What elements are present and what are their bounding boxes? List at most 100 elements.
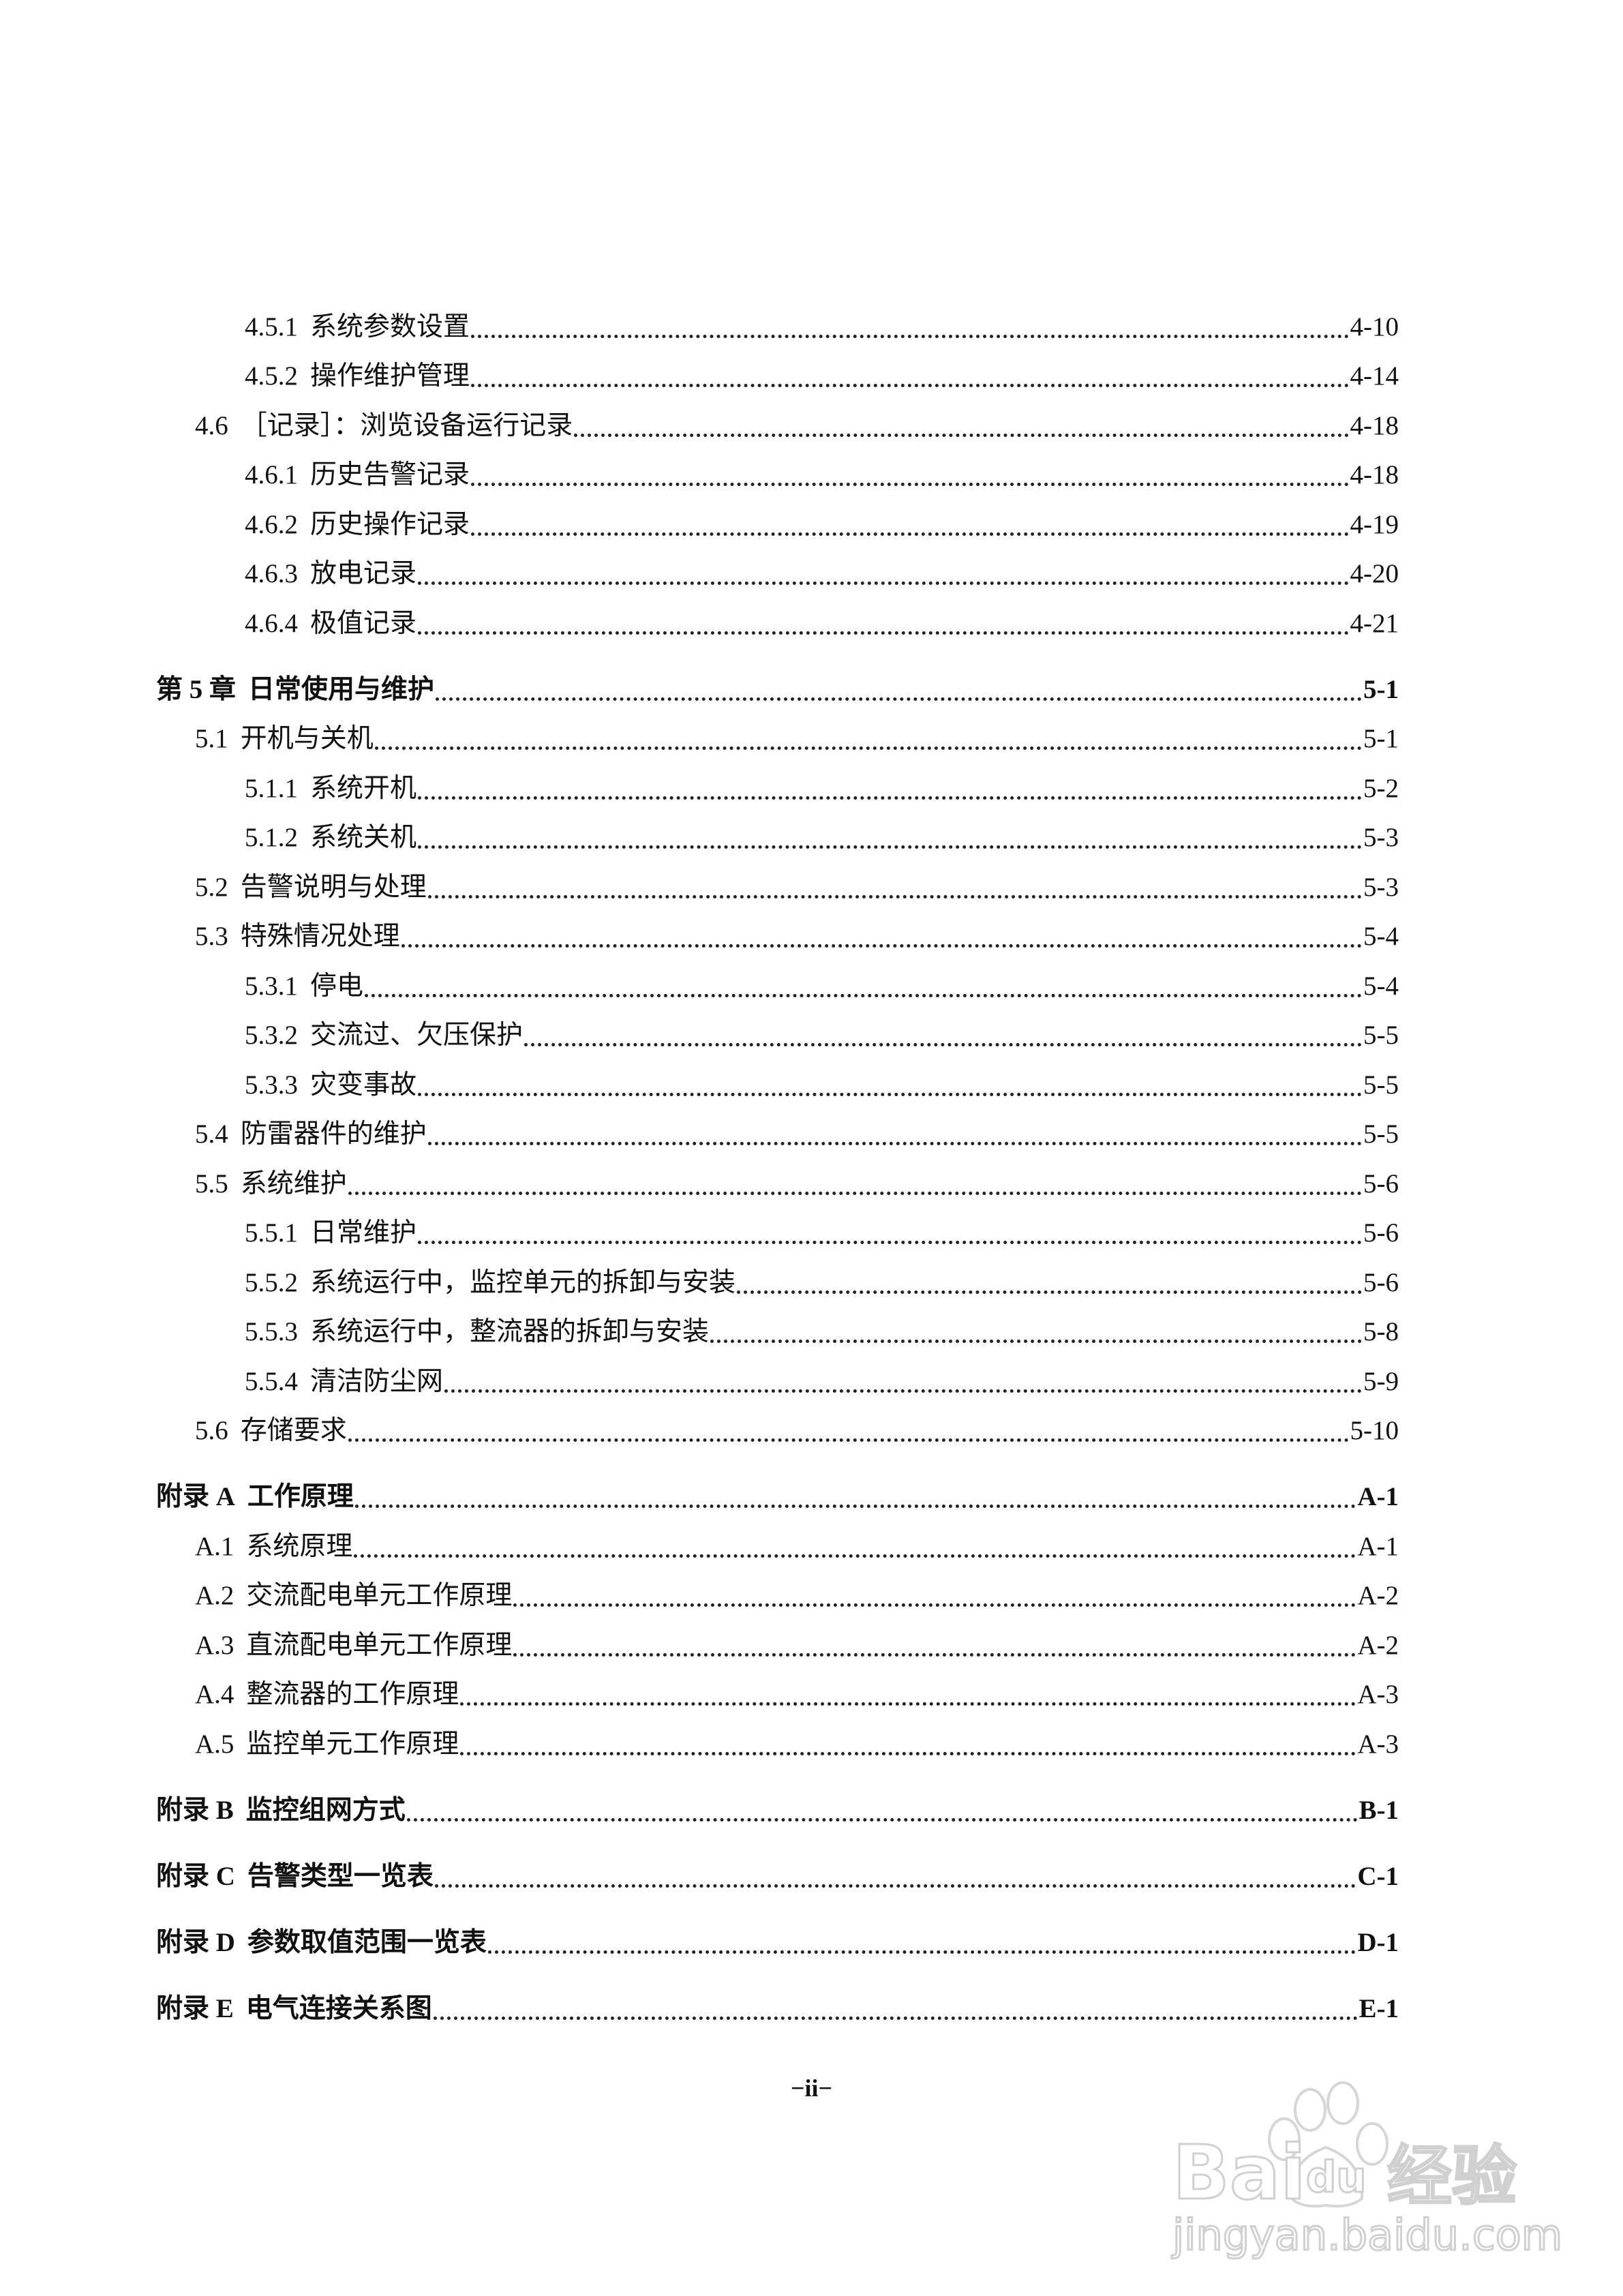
toc-entry-page: 4-18 [1350,460,1399,489]
toc-entry-title: 参数取值范围一览表 [247,1927,487,1957]
toc-entry-title: 系统运行中，监控单元的拆卸与安装 [310,1267,736,1297]
toc-entry-page: 4-18 [1350,410,1399,440]
toc-entry-number: A.4 [195,1680,234,1709]
toc-entry-page: 5-5 [1363,1119,1399,1149]
toc-entry-number: A.2 [195,1581,234,1610]
toc-entry-number: 4.5.2 [245,361,298,391]
toc-entry-number: 附录 E [156,1993,234,2023]
toc-entry[interactable]: 4.6.4 极值记录 4-21 [156,596,1399,646]
toc-entry-number: 附录 D [156,1927,235,1957]
toc-entry-number: 5.5.2 [245,1267,298,1297]
toc-entry[interactable]: 4.5.1 系统参数设置 4-10 [156,300,1399,350]
dot-leader [471,384,1349,387]
toc-entry[interactable]: 4.6.1 历史告警记录 4-18 [156,449,1399,498]
toc-entry-title: 系统参数设置 [310,312,470,342]
toc-entry[interactable]: A.2 交流配电单元工作原理 A-2 [156,1569,1399,1619]
toc-entry[interactable]: 5.2 告警说明与处理 5-3 [156,860,1399,910]
toc-entry[interactable]: 附录 A 工作原理 A-1 [156,1470,1399,1520]
toc-entry-page: 5-1 [1363,674,1399,704]
toc-entry-page: A-3 [1357,1680,1399,1709]
toc-entry[interactable]: 5.5 系统维护 5-6 [156,1157,1399,1207]
toc-entry-title: 停电 [310,971,364,1001]
dot-leader [418,845,1362,849]
toc-entry-title: 电气连接关系图 [245,1993,432,2023]
toc-entry[interactable]: 5.3.2 交流过、欠压保护 5-5 [156,1009,1399,1059]
toc-entry-number: A.3 [195,1630,234,1660]
dot-leader [434,1884,1356,1888]
toc-entry-title: 告警说明与处理 [240,872,427,902]
toc-entry-number: 5.1 [195,724,228,753]
toc-entry-number: 5.1.1 [245,773,298,803]
toc-entry[interactable]: 附录 D 参数取值范围一览表 D-1 [156,1916,1399,1965]
toc-entry[interactable]: 4.6 ［记录］：浏览设备运行记录 4-18 [156,399,1399,449]
toc-entry[interactable]: A.4 整流器的工作原理 A-3 [156,1668,1399,1718]
toc-entry[interactable]: 4.5.2 操作维护管理 4-14 [156,350,1399,399]
toc-entry-page: E-1 [1359,1993,1399,2023]
dot-leader [487,1950,1356,1954]
toc-entry-page: 4-20 [1350,559,1399,588]
dot-leader [374,746,1362,750]
toc-entry-page: 5-8 [1363,1317,1399,1346]
toc-entry[interactable]: 4.6.2 历史操作记录 4-19 [156,498,1399,547]
toc-entry-title: 存储要求 [240,1416,347,1445]
toc-entry[interactable]: 5.3.3 灾变事故 5-5 [156,1058,1399,1108]
toc-entry-title: 日常维护 [310,1218,417,1248]
toc-entry-number: 5.5.3 [245,1317,298,1346]
toc-entry[interactable]: 4.6.3 放电记录 4-20 [156,547,1399,597]
toc-entry-title: 系统维护 [240,1168,347,1198]
toc-entry-page: B-1 [1359,1795,1399,1825]
dot-leader [348,1438,1349,1442]
toc-entry[interactable]: A.3 直流配电单元工作原理 A-2 [156,1618,1399,1668]
toc-entry[interactable]: 附录 E 电气连接关系图 E-1 [156,1982,1399,2031]
toc-entry-page: 5-1 [1363,724,1399,753]
toc-entry-page: 5-3 [1363,823,1399,852]
toc-entry-number: 第 5 章 [156,674,237,704]
toc-entry-number: A.1 [195,1531,234,1561]
toc-entry[interactable]: 5.5.1 日常维护 5-6 [156,1207,1399,1256]
toc-entry-number: 5.5 [195,1168,228,1198]
dot-leader [348,1191,1362,1195]
toc-entry-number: 5.1.2 [245,823,298,852]
toc-entry[interactable]: A.5 监控单元工作原理 A-3 [156,1717,1399,1767]
paw-pad [1290,2145,1364,2208]
toc-entry-title: 日常使用与维护 [248,674,435,704]
toc-entry-number: 4.6.1 [245,460,298,489]
dot-leader [401,944,1362,948]
svg-text:jingyan.baidu.com: jingyan.baidu.com [1171,2210,1562,2260]
toc-entry[interactable]: 5.1.1 系统开机 5-2 [156,761,1399,811]
toc-entry[interactable]: 5.6 存储要求 5-10 [156,1404,1399,1454]
toc-entry-number: 附录 A [156,1482,235,1511]
toc-entry[interactable]: 5.1 开机与关机 5-1 [156,712,1399,762]
toc-entry[interactable]: 5.3 特殊情况处理 5-4 [156,910,1399,960]
svg-text:Bai: Bai [1172,2129,1306,2216]
toc-entry-title: 历史操作记录 [310,509,470,539]
toc-entry-page: 5-9 [1363,1366,1399,1396]
toc-entry[interactable]: 5.1.2 系统关机 5-3 [156,811,1399,861]
svg-text:经验: 经验 [1387,2139,1517,2214]
toc-entry-title: 放电记录 [310,559,417,588]
toc-entry-number: 4.6 [195,410,228,440]
page-number: −ii− [790,2074,833,2102]
toc-entry-number: 附录 C [156,1861,235,1891]
toc-entry[interactable]: 5.5.2 系统运行中，监控单元的拆卸与安装 5-6 [156,1256,1399,1305]
toc-entry-number: 5.5.1 [245,1218,298,1248]
toc-entry[interactable]: A.1 系统原理 A-1 [156,1520,1399,1569]
toc-entry-title: 操作维护管理 [310,361,470,391]
toc-entry[interactable]: 附录 C 告警类型一览表 C-1 [156,1849,1399,1899]
toc-entry[interactable]: 5.5.4 清洁防尘网 5-9 [156,1355,1399,1404]
toc-entry-number: 附录 B [156,1795,234,1825]
dot-leader [513,1603,1356,1607]
paw-toe [1294,2088,1326,2132]
dot-leader [444,1389,1362,1393]
toc-entry[interactable]: 5.3.1 停电 5-4 [156,959,1399,1009]
toc-entry[interactable]: 5.5.3 系统运行中，整流器的拆卸与安装 5-8 [156,1305,1399,1355]
svg-text:du: du [1306,2152,1367,2202]
toc-entry[interactable]: 第 5 章日常使用与维护 5-1 [156,663,1399,712]
toc-entry[interactable]: 附录 B 监控组网方式 B-1 [156,1783,1399,1833]
toc-entry[interactable]: 5.4 防雷器件的维护 5-5 [156,1108,1399,1158]
toc-entry-title: 直流配电单元工作原理 [246,1630,513,1660]
toc-entry-title: 清洁防尘网 [310,1366,444,1396]
toc-entry-number: 5.3.1 [245,971,298,1001]
toc-entry-title: 告警类型一览表 [247,1861,434,1891]
toc-entry-number: 4.5.1 [245,312,298,342]
